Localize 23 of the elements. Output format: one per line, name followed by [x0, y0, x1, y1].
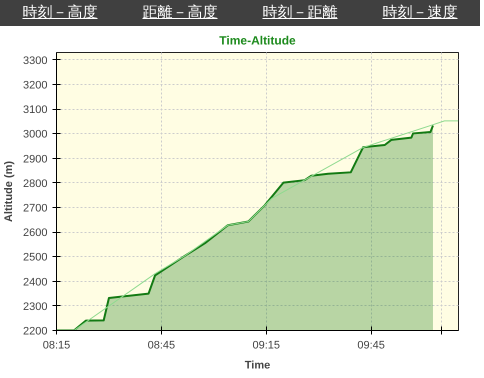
y-tick-label: 3100	[23, 104, 48, 116]
y-tick-label: 3300	[23, 54, 48, 67]
x-tick-label: 09:45	[357, 340, 385, 352]
y-tick-label: 2700	[23, 202, 48, 214]
y-axis-title: Altitude (m)	[3, 160, 16, 222]
x-axis-title: Time	[244, 360, 270, 372]
y-tick-label: 2400	[23, 276, 48, 288]
text: 時刻－距離	[262, 3, 338, 24]
y-tick-label: 2800	[23, 178, 48, 190]
y-tick-label: 3200	[23, 79, 48, 92]
text: 時刻－高度	[22, 3, 98, 24]
y-tick-label: 2300	[23, 300, 48, 313]
y-tick-label: 3000	[23, 128, 48, 141]
y-tick-label: 2900	[23, 153, 48, 166]
x-tick-label: 08:45	[148, 340, 176, 352]
x-tick-label: 08:15	[42, 340, 70, 352]
y-tick-label: 2600	[23, 227, 48, 240]
y-tick-label: 2500	[23, 252, 48, 264]
y-tick-label: 2200	[23, 326, 48, 338]
chart-title: Time-Altitude	[219, 34, 296, 48]
text: 時刻－速度	[382, 3, 458, 24]
x-tick-label: 09:15	[252, 340, 280, 352]
text: 距離－高度	[142, 3, 218, 24]
